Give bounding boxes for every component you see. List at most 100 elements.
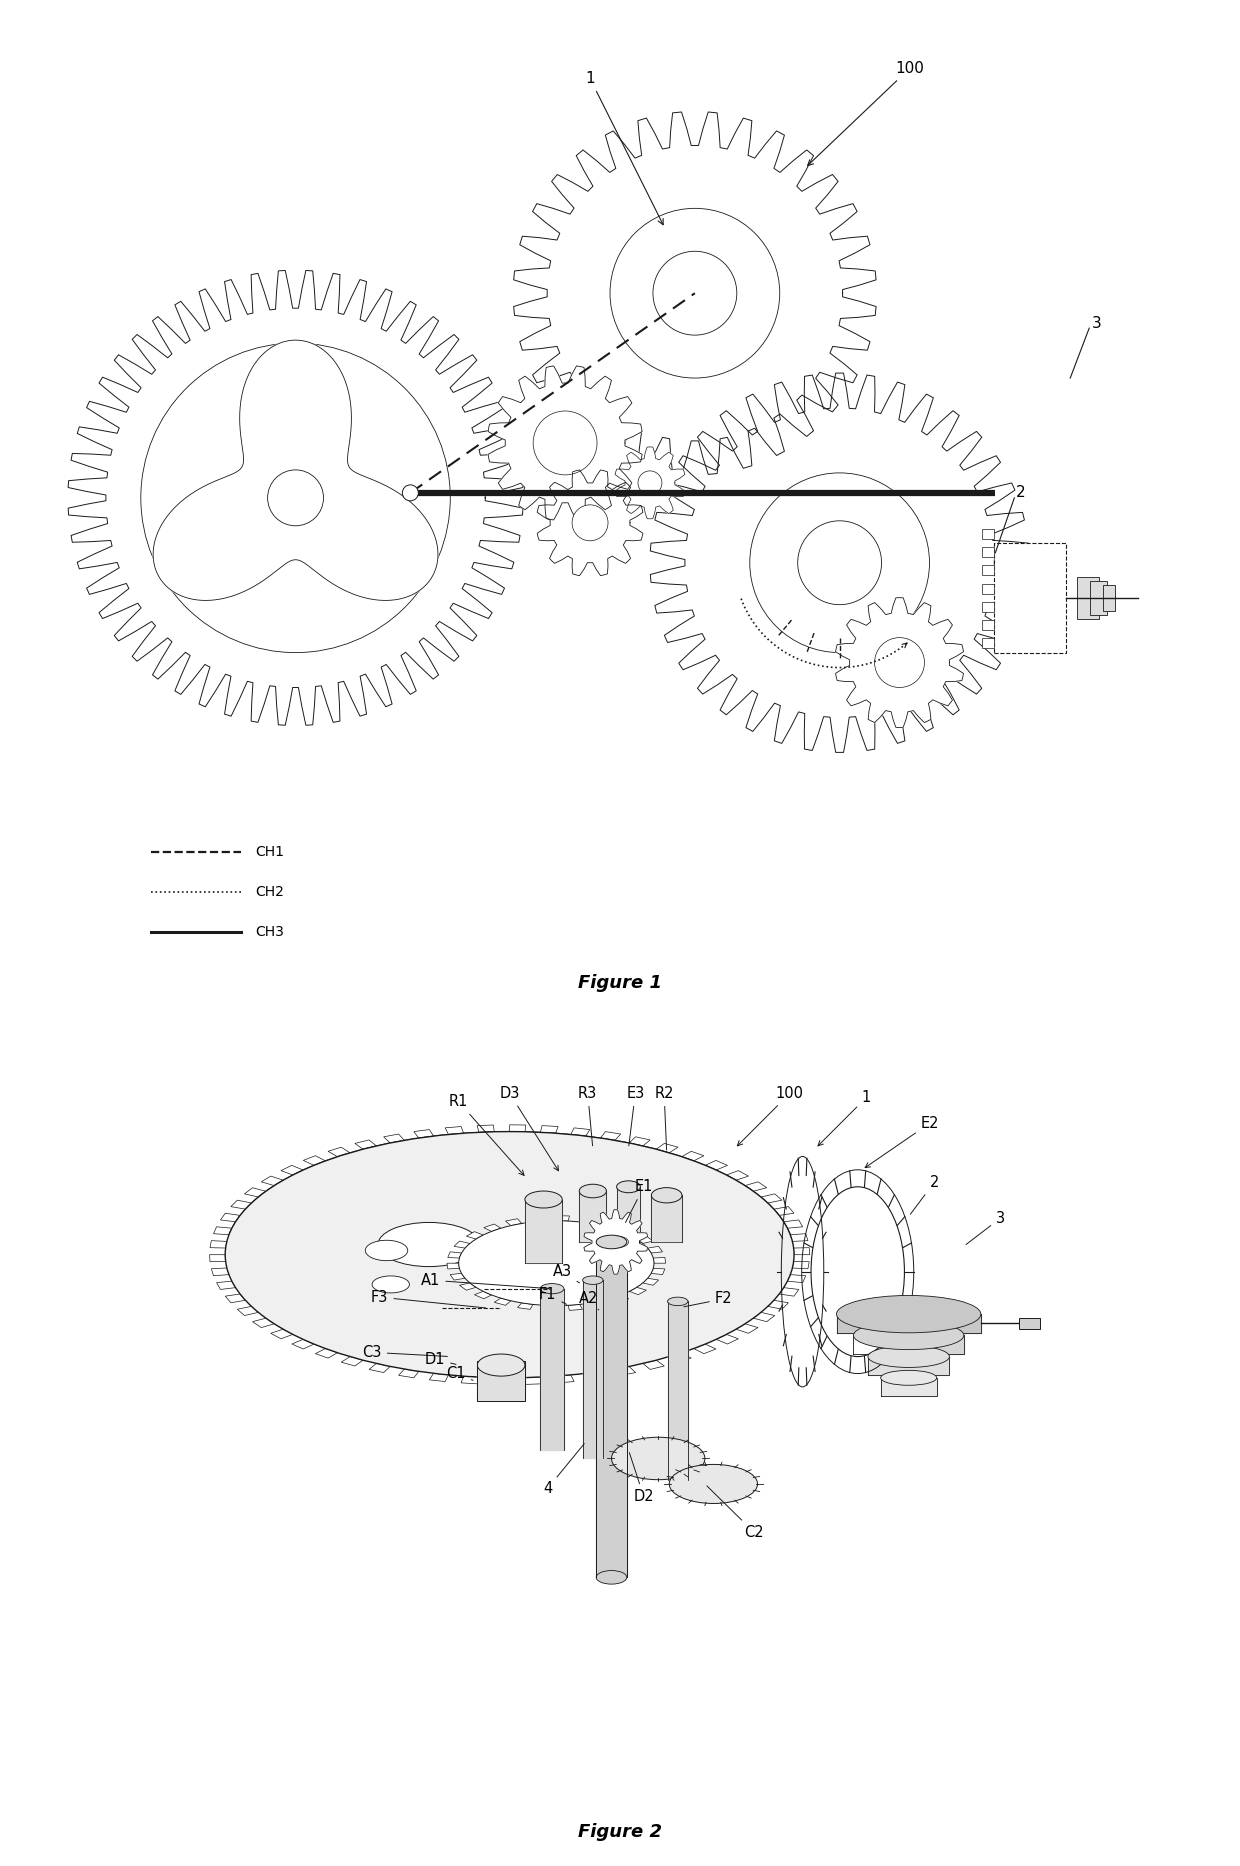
Text: D1: D1 — [424, 1351, 456, 1366]
Ellipse shape — [874, 638, 925, 687]
Polygon shape — [370, 1364, 391, 1373]
Polygon shape — [495, 1299, 511, 1306]
Text: R1: R1 — [449, 1093, 525, 1176]
Text: 1: 1 — [818, 1090, 870, 1146]
Bar — [982, 620, 994, 631]
Polygon shape — [221, 1213, 241, 1222]
Polygon shape — [557, 1215, 569, 1220]
Polygon shape — [584, 1209, 647, 1274]
Polygon shape — [531, 1217, 544, 1222]
Polygon shape — [510, 1125, 526, 1133]
Polygon shape — [784, 1220, 802, 1228]
Text: 1: 1 — [585, 71, 663, 224]
Polygon shape — [398, 1370, 419, 1377]
Text: F1: F1 — [539, 1288, 567, 1304]
Text: 2: 2 — [910, 1176, 939, 1215]
Polygon shape — [454, 1241, 470, 1248]
Polygon shape — [211, 1269, 229, 1276]
Polygon shape — [461, 1377, 479, 1385]
Bar — [982, 565, 994, 575]
Polygon shape — [262, 1176, 283, 1185]
Polygon shape — [429, 1373, 449, 1381]
Ellipse shape — [596, 1235, 626, 1248]
Polygon shape — [153, 340, 438, 601]
Ellipse shape — [141, 343, 450, 653]
Ellipse shape — [366, 1241, 408, 1261]
Text: R2: R2 — [655, 1086, 673, 1149]
Polygon shape — [355, 1140, 377, 1149]
Polygon shape — [513, 112, 877, 474]
Polygon shape — [556, 1375, 574, 1383]
Polygon shape — [237, 1306, 258, 1316]
Polygon shape — [650, 373, 1029, 752]
Polygon shape — [670, 1353, 691, 1362]
Polygon shape — [611, 1295, 629, 1302]
Text: E2: E2 — [866, 1116, 939, 1168]
Ellipse shape — [667, 1297, 688, 1306]
Bar — [477, 1360, 525, 1401]
Polygon shape — [754, 1312, 775, 1321]
Text: F2: F2 — [683, 1291, 733, 1306]
Ellipse shape — [533, 411, 596, 474]
Polygon shape — [329, 1148, 350, 1157]
Polygon shape — [642, 1360, 665, 1370]
Polygon shape — [616, 1187, 640, 1243]
Ellipse shape — [750, 472, 930, 653]
Polygon shape — [466, 1232, 484, 1239]
Polygon shape — [794, 1248, 810, 1254]
Text: 3: 3 — [966, 1211, 1004, 1245]
Polygon shape — [774, 1207, 794, 1215]
Polygon shape — [615, 1366, 636, 1375]
Ellipse shape — [603, 1235, 629, 1248]
Polygon shape — [570, 1127, 590, 1136]
Ellipse shape — [402, 485, 418, 500]
Text: F3: F3 — [371, 1289, 486, 1308]
Text: C3: C3 — [362, 1345, 448, 1360]
Text: 4: 4 — [543, 1444, 584, 1497]
Polygon shape — [475, 1291, 491, 1299]
Bar — [1090, 580, 1107, 614]
Text: CH3: CH3 — [255, 926, 284, 939]
Polygon shape — [585, 1372, 605, 1379]
Polygon shape — [761, 1194, 782, 1204]
Ellipse shape — [583, 1276, 603, 1284]
Polygon shape — [682, 1151, 704, 1161]
Ellipse shape — [670, 1465, 758, 1504]
Polygon shape — [270, 1329, 293, 1338]
Polygon shape — [228, 1131, 791, 1260]
Polygon shape — [494, 1377, 510, 1385]
Text: C2: C2 — [707, 1485, 764, 1539]
Ellipse shape — [637, 470, 662, 494]
Ellipse shape — [477, 1355, 525, 1375]
Text: A1: A1 — [422, 1273, 548, 1288]
Bar — [994, 543, 1066, 653]
Polygon shape — [525, 1200, 562, 1263]
Polygon shape — [543, 1306, 557, 1310]
Polygon shape — [583, 1280, 603, 1459]
Polygon shape — [706, 1161, 728, 1170]
Polygon shape — [600, 1131, 621, 1140]
Text: C1: C1 — [446, 1366, 474, 1381]
Polygon shape — [630, 1288, 646, 1295]
Polygon shape — [792, 1261, 810, 1269]
Ellipse shape — [579, 1185, 606, 1198]
Bar — [1019, 1317, 1040, 1329]
Polygon shape — [489, 366, 642, 521]
Polygon shape — [880, 1377, 936, 1396]
Ellipse shape — [880, 1370, 936, 1385]
Polygon shape — [484, 1224, 501, 1232]
Polygon shape — [787, 1274, 806, 1282]
Text: R3: R3 — [578, 1086, 598, 1146]
Polygon shape — [727, 1170, 749, 1179]
Bar — [982, 603, 994, 612]
Ellipse shape — [268, 470, 324, 526]
Polygon shape — [477, 1125, 495, 1133]
Polygon shape — [579, 1191, 606, 1243]
Polygon shape — [601, 1220, 619, 1228]
Ellipse shape — [797, 521, 882, 605]
Polygon shape — [414, 1129, 434, 1138]
Polygon shape — [537, 470, 642, 577]
Ellipse shape — [653, 252, 737, 336]
Ellipse shape — [811, 1187, 904, 1357]
Ellipse shape — [525, 1191, 562, 1207]
